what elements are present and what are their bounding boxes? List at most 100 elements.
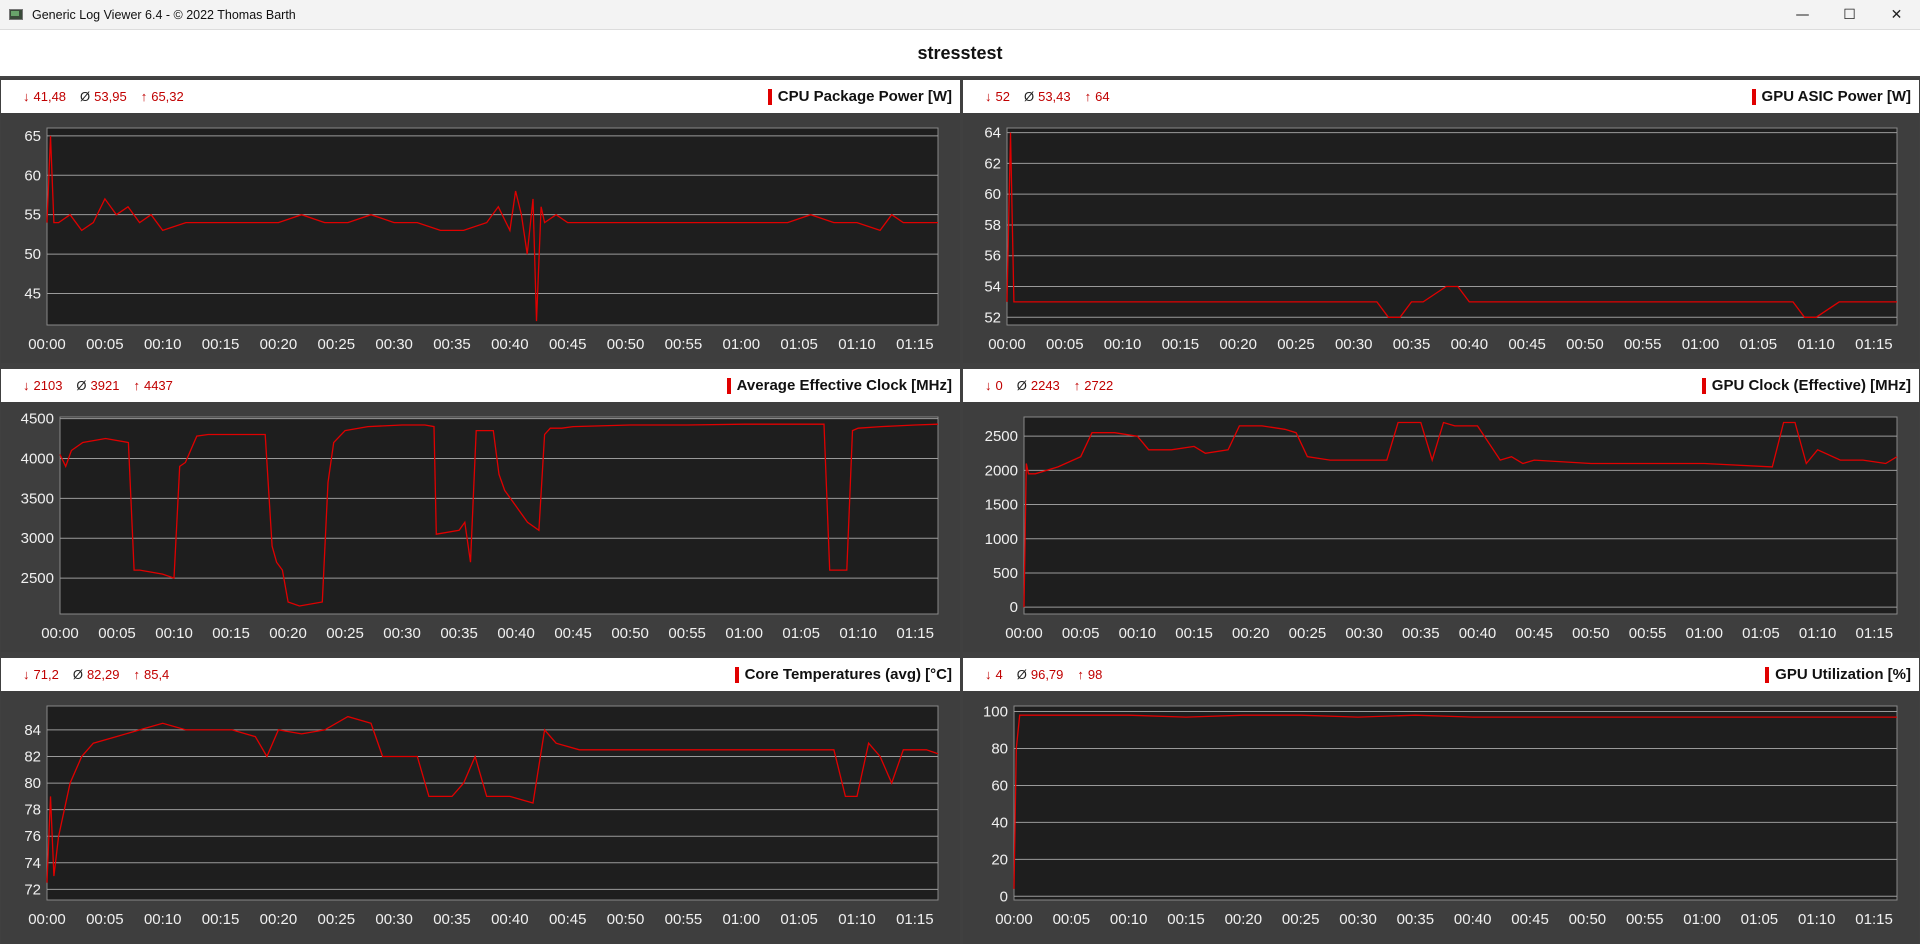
chart-title: CPU Package Power [W] [767, 88, 952, 105]
y-tick-label: 52 [984, 309, 1001, 326]
chart-title-text: GPU Clock (Effective) [MHz] [1711, 377, 1911, 394]
y-tick-label: 4500 [21, 411, 54, 428]
x-tick-label: 00:55 [665, 336, 703, 353]
series-line [46, 715, 939, 883]
chart-title: GPU Utilization [%] [1765, 666, 1911, 683]
min-value-stat: ↓ 52 [985, 89, 1010, 104]
panel-header: ↓ 2103 Ø 3921 ↑ 4437 Average Effective Clock [… [1, 369, 960, 402]
y-tick-label: 2500 [21, 570, 54, 587]
x-tick-label: 00:15 [1175, 625, 1213, 642]
x-tick-label: 00:10 [1104, 336, 1142, 353]
max-value: 98 [1087, 667, 1103, 682]
max-value: 64 [1095, 89, 1110, 104]
avg-value-stat: Ø 53,95 [80, 89, 127, 104]
min-value: 41,48 [33, 89, 67, 104]
series-line [1023, 421, 1898, 608]
max-value: 4437 [143, 378, 173, 393]
x-tick-label: 00:20 [1219, 336, 1257, 353]
x-tick-label: 01:15 [1856, 625, 1894, 642]
legend-marker [767, 88, 772, 105]
panel-header: ↓ 41,48 Ø 53,95 ↑ 65,32 CPU Package Power [W] [1, 80, 960, 113]
max-value-stat: ↑ 65,32 [141, 89, 184, 104]
y-tick-label: 60 [984, 186, 1001, 203]
y-tick-label: 50 [24, 246, 41, 263]
x-tick-label: 00:35 [440, 625, 478, 642]
x-tick-label: 00:45 [1508, 336, 1546, 353]
avg-value-stat: Ø 53,43 [1024, 89, 1071, 104]
window-controls: — ☐ ✕ [1779, 0, 1920, 29]
x-tick-label: 01:05 [780, 911, 818, 928]
max-value-stat: ↑ 85,4 [133, 667, 169, 682]
x-tick-label: 00:05 [1062, 625, 1100, 642]
y-tick-label: 64 [984, 125, 1001, 142]
avg-value: 82,29 [86, 667, 120, 682]
avg-value: 53,95 [94, 89, 127, 104]
x-tick-label: 00:15 [1162, 336, 1200, 353]
y-tick-label: 60 [991, 777, 1008, 794]
min-symbol: ↓ [23, 667, 30, 682]
min-value-stat: ↓ 4 [985, 667, 1003, 682]
line-chart[interactable]: 2500 3000 3500 4000 4500 00:00 00:05 00:10 00:15… [1, 402, 960, 652]
x-tick-label: 00:40 [491, 336, 529, 353]
maximize-button[interactable]: ☐ [1843, 6, 1856, 23]
x-tick-label: 00:35 [433, 336, 471, 353]
plot-area [1023, 416, 1898, 615]
x-tick-label: 00:40 [1459, 625, 1497, 642]
x-tick-label: 00:05 [1053, 911, 1091, 928]
x-tick-label: 00:15 [1167, 911, 1205, 928]
chart-title: GPU Clock (Effective) [MHz] [1701, 377, 1911, 394]
x-tick-label: 00:45 [1515, 625, 1553, 642]
line-chart[interactable]: 0 20 40 60 80 100 00:00 00:05 00:10 00:15 00:20 00:… [963, 691, 1919, 944]
x-tick-label: 00:35 [1393, 336, 1431, 353]
chart-title: GPU ASIC Power [W] [1751, 88, 1911, 105]
plot-area [46, 705, 939, 901]
y-tick-label: 58 [984, 217, 1001, 234]
y-tick-label: 72 [24, 881, 41, 898]
max-value-stat: ↑ 98 [1077, 667, 1102, 682]
x-tick-label: 00:20 [1225, 911, 1263, 928]
y-tick-label: 74 [24, 855, 41, 872]
x-tick-label: 00:05 [86, 336, 124, 353]
stats-summary: ↓ 41,48 Ø 53,95 ↑ 65,32 [23, 89, 198, 104]
max-symbol: ↑ [1077, 667, 1084, 682]
x-tick-label: 00:50 [1569, 911, 1607, 928]
x-tick-label: 00:55 [1629, 625, 1667, 642]
x-tick-label: 01:00 [1685, 625, 1723, 642]
max-value-stat: ↑ 2722 [1074, 378, 1113, 393]
y-tick-label: 55 [24, 207, 41, 224]
plot-area [1013, 705, 1898, 901]
max-value-stat: ↑ 4437 [133, 378, 172, 393]
x-tick-label: 00:05 [98, 625, 136, 642]
x-tick-label: 01:05 [780, 336, 818, 353]
chart-title: Average Effective Clock [MHz] [726, 377, 952, 394]
page-heading: stresstest [0, 30, 1920, 78]
chart-title-text: CPU Package Power [W] [777, 88, 952, 105]
y-tick-label: 40 [991, 814, 1008, 831]
x-tick-label: 00:15 [202, 911, 240, 928]
x-tick-label: 00:40 [1454, 911, 1492, 928]
series-line [1013, 714, 1897, 889]
line-chart[interactable]: 72 74 76 78 80 82 84 00:00 00:05 00:10 00:15 00:20 0… [1, 691, 960, 944]
y-tick-label: 62 [984, 155, 1001, 172]
legend-marker [1701, 377, 1706, 394]
x-tick-label: 01:15 [1855, 911, 1893, 928]
close-button[interactable]: ✕ [1890, 6, 1903, 23]
x-tick-label: 00:50 [1566, 336, 1604, 353]
x-tick-label: 01:05 [1741, 911, 1779, 928]
chart-panel: ↓ 2103 Ø 3921 ↑ 4437 Average Effective Clock [… [1, 369, 960, 652]
y-tick-label: 84 [24, 722, 41, 739]
y-tick-label: 0 [1000, 888, 1008, 905]
line-chart[interactable]: 52 54 56 58 60 62 64 00:00 00:05 00:10 00:15 00:20 0… [963, 113, 1919, 363]
line-chart[interactable]: 45 50 55 60 65 00:00 00:05 00:10 00:15 00:20 00:25… [1, 113, 960, 363]
max-value: 2722 [1084, 378, 1114, 393]
x-tick-label: 00:40 [491, 911, 529, 928]
stats-summary: ↓ 4 Ø 96,79 ↑ 98 [985, 667, 1116, 682]
line-chart[interactable]: 0 500 1000 1500 2000 2500 00:00 00:05 00:10 00:15… [963, 402, 1919, 652]
min-value-stat: ↓ 41,48 [23, 89, 66, 104]
avg-symbol: Ø [72, 667, 83, 682]
minimize-button[interactable]: — [1795, 6, 1810, 23]
x-tick-label: 01:00 [723, 336, 761, 353]
x-tick-label: 00:30 [375, 336, 413, 353]
x-tick-label: 00:50 [1572, 625, 1610, 642]
x-tick-label: 00:25 [318, 336, 356, 353]
